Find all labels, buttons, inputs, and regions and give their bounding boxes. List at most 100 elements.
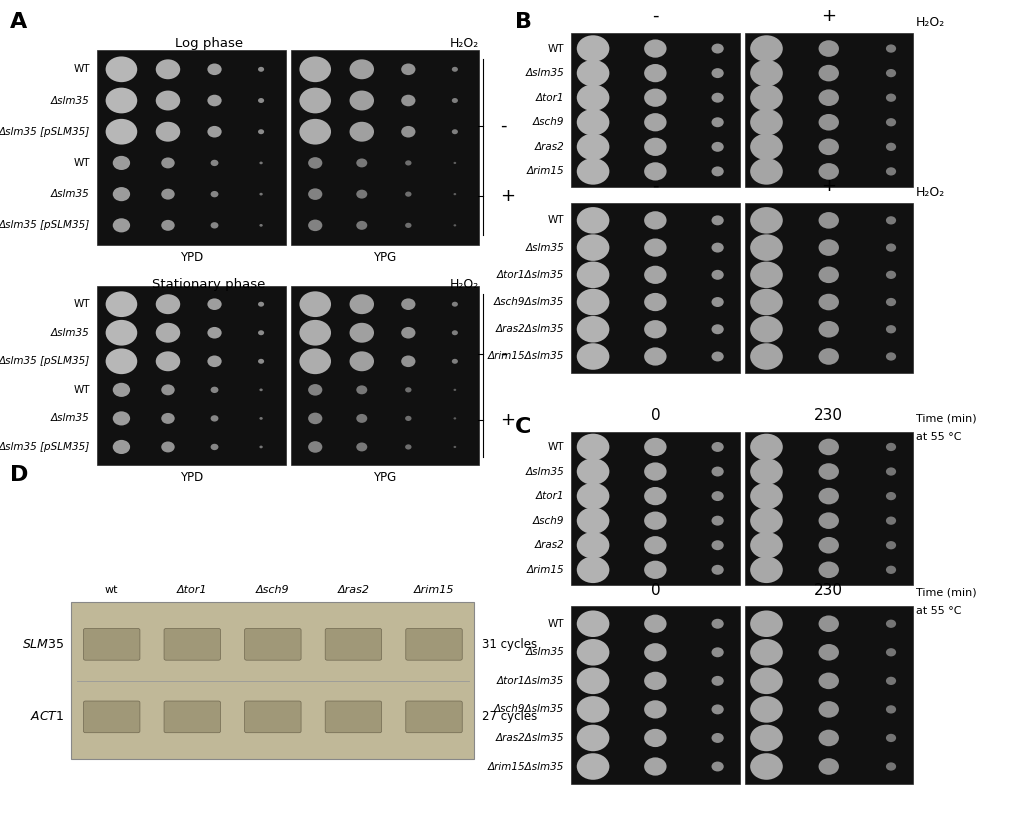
Text: Δtor1: Δtor1 <box>535 491 564 501</box>
Circle shape <box>886 467 896 476</box>
Text: Stationary phase: Stationary phase <box>152 278 266 291</box>
Circle shape <box>259 446 263 448</box>
Circle shape <box>886 167 896 175</box>
Circle shape <box>817 561 839 578</box>
Circle shape <box>886 541 896 549</box>
Circle shape <box>817 321 839 338</box>
Circle shape <box>886 243 896 251</box>
Circle shape <box>576 639 608 666</box>
Circle shape <box>749 35 782 61</box>
Circle shape <box>451 98 458 103</box>
Circle shape <box>350 122 374 142</box>
Text: Δsch9Δslm35: Δsch9Δslm35 <box>493 297 564 307</box>
Circle shape <box>207 299 221 310</box>
FancyBboxPatch shape <box>245 701 301 733</box>
Circle shape <box>644 320 666 339</box>
Circle shape <box>886 706 896 714</box>
Circle shape <box>113 156 130 170</box>
Circle shape <box>886 734 896 742</box>
Circle shape <box>749 696 782 723</box>
Circle shape <box>356 221 367 230</box>
Circle shape <box>576 207 608 233</box>
Circle shape <box>749 532 782 559</box>
Text: WT: WT <box>73 385 90 395</box>
Circle shape <box>644 729 666 747</box>
Circle shape <box>711 540 723 550</box>
FancyBboxPatch shape <box>290 286 479 465</box>
Circle shape <box>749 344 782 370</box>
Text: 230: 230 <box>813 583 843 598</box>
Circle shape <box>356 442 367 452</box>
Text: Δslm35: Δslm35 <box>51 413 90 423</box>
Circle shape <box>576 344 608 370</box>
Circle shape <box>711 733 723 743</box>
Text: +: + <box>820 177 836 195</box>
Text: WT: WT <box>547 618 564 629</box>
Circle shape <box>161 384 174 395</box>
Circle shape <box>576 696 608 723</box>
Text: Δsch9: Δsch9 <box>532 117 564 127</box>
Circle shape <box>886 762 896 770</box>
Circle shape <box>156 122 180 142</box>
Text: Δrim15: Δrim15 <box>526 564 564 575</box>
Text: C: C <box>515 417 531 437</box>
Circle shape <box>711 491 723 501</box>
Text: 27 cycles: 27 cycles <box>482 710 537 724</box>
Text: Δslm35: Δslm35 <box>525 242 564 252</box>
Circle shape <box>644 113 666 131</box>
Circle shape <box>644 347 666 366</box>
Circle shape <box>210 415 218 422</box>
Circle shape <box>106 88 138 114</box>
Circle shape <box>350 90 374 110</box>
Circle shape <box>817 139 839 155</box>
Circle shape <box>817 163 839 179</box>
Text: Δslm35: Δslm35 <box>51 189 90 199</box>
Circle shape <box>453 224 455 227</box>
Circle shape <box>576 483 608 510</box>
Circle shape <box>749 207 782 233</box>
Circle shape <box>308 188 322 200</box>
Circle shape <box>817 90 839 106</box>
Text: at 55 °C: at 55 °C <box>915 432 961 442</box>
Text: Δslm35: Δslm35 <box>525 647 564 657</box>
Circle shape <box>576 85 608 111</box>
Circle shape <box>817 616 839 632</box>
Circle shape <box>576 532 608 559</box>
Circle shape <box>113 440 130 454</box>
Text: Δslm35: Δslm35 <box>525 466 564 476</box>
Text: YPD: YPD <box>179 471 203 485</box>
Circle shape <box>749 234 782 261</box>
Circle shape <box>711 352 723 362</box>
Circle shape <box>258 67 264 72</box>
Circle shape <box>453 446 455 448</box>
Circle shape <box>576 289 608 315</box>
Circle shape <box>749 289 782 315</box>
Circle shape <box>405 388 411 393</box>
Circle shape <box>749 433 782 460</box>
Circle shape <box>350 60 374 80</box>
Circle shape <box>817 40 839 56</box>
Circle shape <box>161 220 174 231</box>
Circle shape <box>576 158 608 184</box>
Circle shape <box>161 442 174 452</box>
Circle shape <box>576 556 608 583</box>
Circle shape <box>161 158 174 168</box>
Circle shape <box>644 536 666 554</box>
Text: Δrim15Δslm35: Δrim15Δslm35 <box>487 351 564 362</box>
Circle shape <box>356 159 367 168</box>
Text: -: - <box>651 177 658 195</box>
Circle shape <box>711 762 723 772</box>
Circle shape <box>207 355 221 367</box>
Circle shape <box>886 298 896 306</box>
Circle shape <box>749 667 782 694</box>
Circle shape <box>451 129 458 134</box>
Text: 31 cycles: 31 cycles <box>482 637 537 651</box>
Circle shape <box>749 754 782 780</box>
Circle shape <box>817 730 839 746</box>
Circle shape <box>644 561 666 579</box>
Circle shape <box>817 349 839 365</box>
Circle shape <box>886 44 896 52</box>
Text: Δras2: Δras2 <box>534 540 564 550</box>
Circle shape <box>711 515 723 525</box>
Circle shape <box>356 385 367 394</box>
